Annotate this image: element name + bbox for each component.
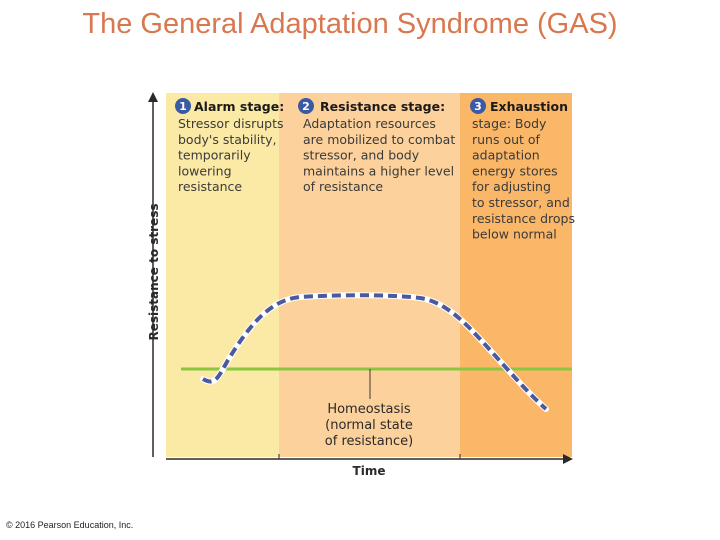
stage-3-line: energy stores [472, 163, 558, 178]
stage-3-line: stage: Body [472, 116, 547, 131]
stage-3-heading: Exhaustion [490, 99, 568, 114]
stage-2-line: stressor, and body [303, 148, 420, 163]
stage-3-number: 3 [474, 100, 482, 113]
stage-2-badge [298, 98, 314, 114]
stage-2-line: Adaptation resources [303, 116, 436, 131]
stage-3-line: to stressor, and [472, 195, 570, 210]
stage-1-line: lowering [178, 163, 232, 178]
stage-3-line: below normal [472, 227, 557, 242]
homeostasis-label-line: Homeostasis [327, 402, 411, 417]
exhaustion-stage-panel [460, 93, 572, 457]
stage-3-line: runs out of [472, 132, 541, 147]
alarm-stage-panel [166, 93, 279, 457]
stage-1-badge [175, 98, 191, 114]
y-axis-arrow [148, 92, 158, 102]
stage-3-line: for adjusting [472, 179, 551, 194]
y-axis-label: Resistance to stress [147, 204, 161, 341]
stage-3-badge [470, 98, 486, 114]
slide-title: The General Adaptation Syndrome (GAS) [82, 8, 618, 40]
x-axis-arrow [563, 454, 573, 464]
stage-2-number: 2 [302, 100, 310, 113]
stage-2-line: of resistance [303, 179, 383, 194]
stage-1-line: body's stability, [178, 132, 277, 147]
stage-1-number: 1 [179, 100, 187, 113]
stage-2-label: 2 Resistance stage: Adaptation resources… [298, 98, 455, 194]
stage-2-line: maintains a higher level [303, 163, 454, 178]
stage-1-heading: Alarm stage: [194, 99, 284, 114]
resistance-curve [201, 293, 548, 411]
copyright-notice: © 2016 Pearson Education, Inc. [6, 520, 134, 530]
stage-2-line: are mobilized to combat [303, 132, 455, 147]
homeostasis-label-line: (normal state [325, 418, 413, 433]
stage-1-line: Stressor disrupts [178, 116, 284, 131]
stage-3-line: resistance drops [472, 211, 575, 226]
x-axis-label: Time [353, 464, 386, 478]
stage-3-line: adaptation [472, 148, 540, 163]
stage-1-line: temporarily [178, 148, 251, 163]
stage-2-heading: Resistance stage: [320, 99, 445, 114]
stage-1-line: resistance [178, 179, 242, 194]
homeostasis-label-line: of resistance) [325, 434, 413, 449]
